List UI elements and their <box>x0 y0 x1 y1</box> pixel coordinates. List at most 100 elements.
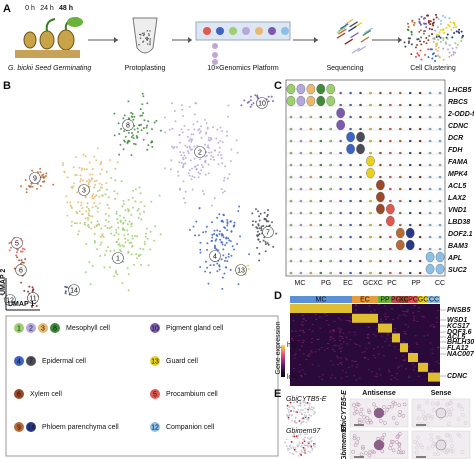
violin <box>299 223 303 227</box>
umap-dot <box>298 442 301 445</box>
violin <box>395 227 405 239</box>
cell <box>382 432 387 437</box>
heat-cell <box>426 334 429 336</box>
heat-cell <box>293 354 296 356</box>
cell-point <box>30 182 33 185</box>
cell-point <box>227 253 230 256</box>
violin <box>369 187 372 191</box>
cell-point <box>127 239 129 242</box>
cell-point <box>256 230 259 233</box>
cell-point <box>215 248 218 251</box>
umap-dot <box>313 444 315 447</box>
cell-point <box>262 224 265 227</box>
cell-point <box>104 193 107 196</box>
cluster-dot <box>436 49 439 52</box>
cell-point <box>131 196 134 199</box>
heat-cell <box>340 377 343 379</box>
violin <box>309 223 313 227</box>
bead <box>242 27 250 35</box>
cell <box>415 445 419 450</box>
umap-dot <box>304 407 307 410</box>
heat-cell <box>332 337 335 339</box>
heat-cell <box>431 370 434 372</box>
cell-point <box>84 155 87 158</box>
sprout <box>45 18 56 32</box>
cluster-dot <box>427 21 430 24</box>
heat-cell <box>384 313 387 315</box>
umap-dot <box>304 402 307 405</box>
cell-point <box>204 155 207 158</box>
cluster-dot <box>425 42 428 45</box>
cell-point <box>84 271 87 274</box>
time-label: 48 h <box>59 5 73 12</box>
cell-point <box>198 128 201 131</box>
cluster-label: 14 <box>70 287 78 294</box>
cell-point <box>52 183 55 186</box>
heat-cell <box>404 315 407 317</box>
cell-point <box>85 210 88 213</box>
cell <box>463 421 468 425</box>
umap-dot <box>310 406 313 408</box>
cell <box>356 436 361 441</box>
cell-point <box>65 286 68 289</box>
cluster-dot <box>416 52 419 55</box>
cell-point <box>64 290 67 293</box>
violin <box>359 223 362 227</box>
violin <box>299 115 303 119</box>
umap-dot <box>296 411 299 414</box>
violin <box>379 139 382 143</box>
cell-point <box>256 246 259 249</box>
cluster-dot <box>425 26 428 29</box>
violin <box>329 175 333 179</box>
cell-point <box>124 241 127 244</box>
legend-number: 9 <box>17 424 21 431</box>
cell-point <box>135 253 138 256</box>
cell <box>359 452 364 457</box>
cell-point <box>137 208 140 210</box>
cell-point <box>154 225 157 228</box>
gene-label: BHLH30 <box>447 339 474 346</box>
group-label: PG <box>391 297 401 304</box>
cell-point <box>16 251 18 254</box>
cell-point <box>226 219 229 221</box>
cell-point <box>196 120 199 123</box>
cell-point <box>219 139 222 142</box>
cell-point <box>8 249 11 252</box>
cluster-dot <box>427 20 430 23</box>
heat-cell <box>327 342 330 344</box>
cell-point <box>127 252 130 254</box>
umap-dot <box>287 416 290 419</box>
violin <box>299 247 303 251</box>
violin <box>299 235 303 239</box>
cell-point <box>191 188 194 191</box>
heat-cell <box>353 375 356 377</box>
cell <box>357 420 362 425</box>
cell-point <box>209 158 212 161</box>
cell-point <box>248 268 251 270</box>
heat-cell <box>423 335 426 337</box>
violin <box>329 151 333 155</box>
violin <box>359 235 362 239</box>
cell-point <box>134 143 137 146</box>
tube-cell <box>139 37 142 40</box>
cell-point <box>208 139 211 142</box>
heat-cell <box>429 325 432 327</box>
cell-point <box>204 173 207 176</box>
umap-dot <box>289 401 292 404</box>
violin <box>418 187 422 191</box>
heat-cell <box>378 368 381 370</box>
read <box>351 47 361 54</box>
cell-point <box>79 222 82 225</box>
cell-point <box>127 210 130 213</box>
heat-cell <box>396 373 399 375</box>
bead <box>229 27 237 35</box>
time-label: 0 h <box>25 5 35 12</box>
umap-dot <box>304 411 307 414</box>
cell-point <box>39 171 42 174</box>
tube-cell <box>149 40 151 42</box>
cell-point <box>98 189 101 192</box>
cell-point <box>123 130 126 133</box>
violin <box>319 127 323 131</box>
violin <box>309 151 313 155</box>
violin <box>349 247 352 251</box>
